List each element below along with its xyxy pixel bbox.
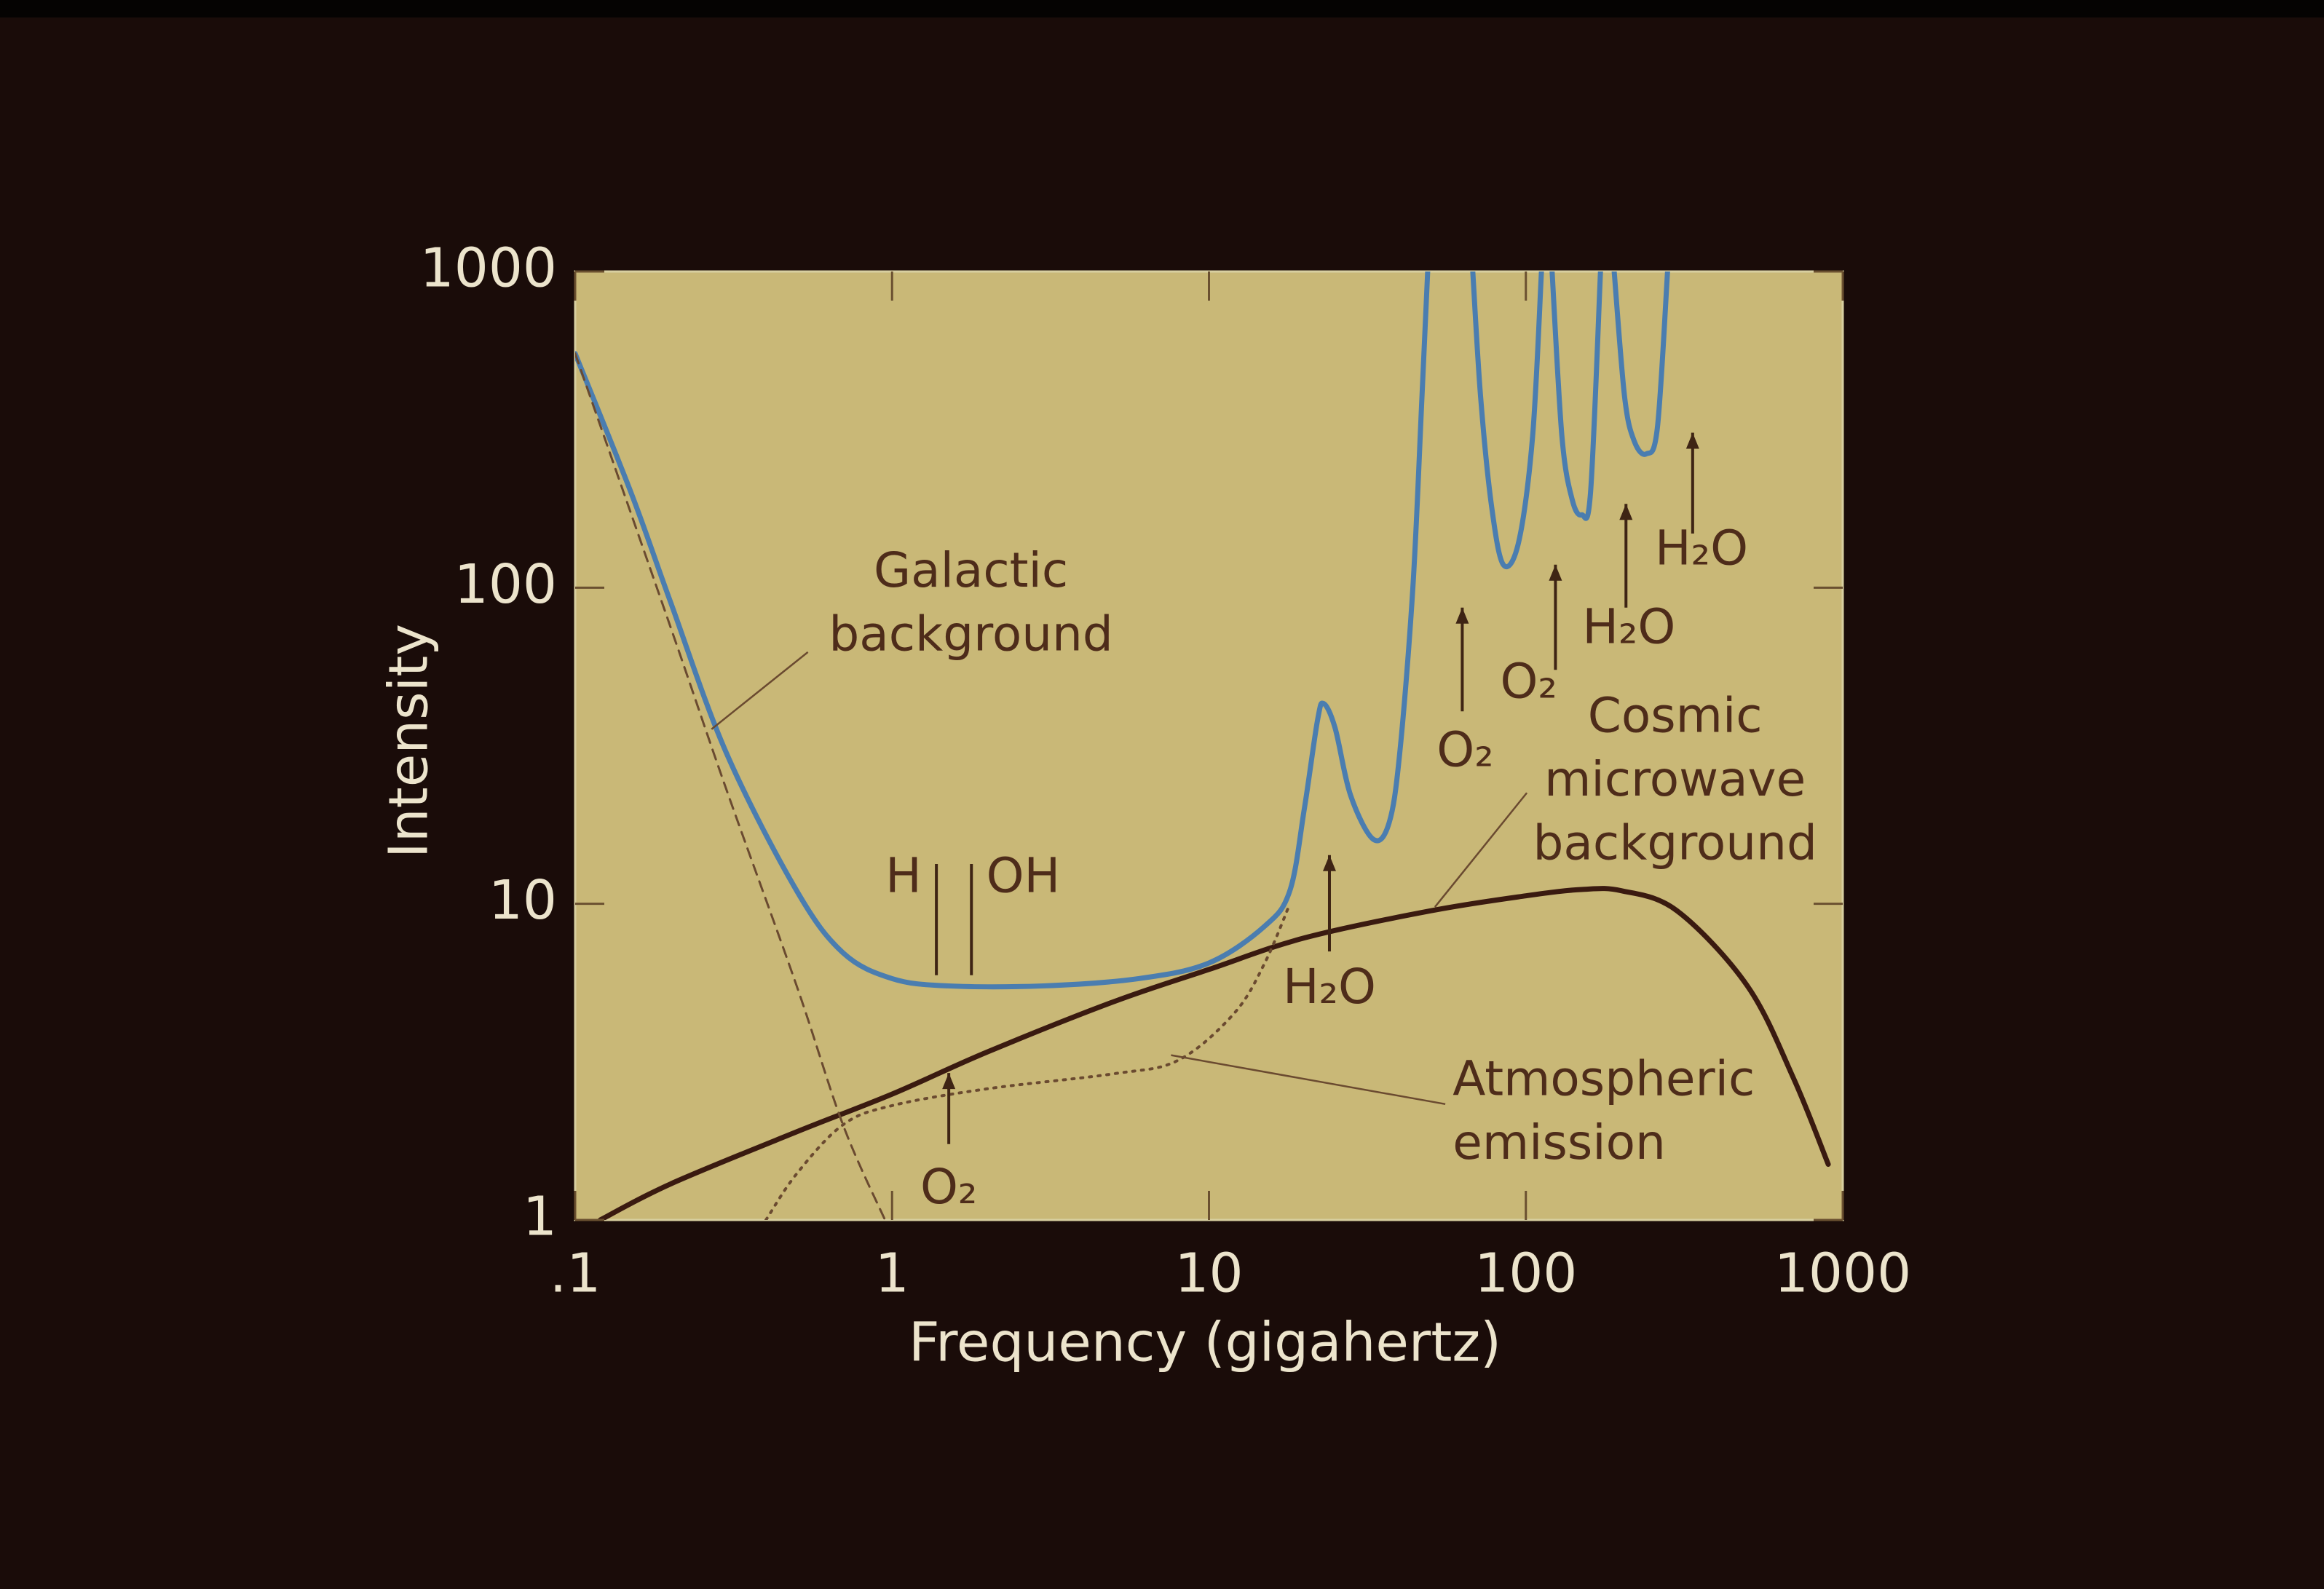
arrow-head [1619, 504, 1633, 520]
annotation: microwave [1544, 751, 1806, 807]
leader-line [1434, 792, 1528, 908]
arrow-head [1549, 564, 1562, 581]
marker-label: O₂ [1501, 654, 1557, 710]
annotation: background [1533, 815, 1817, 871]
arrow-head [1685, 432, 1699, 449]
annotation: background [829, 606, 1112, 662]
y-tick-label: 1000 [420, 237, 557, 300]
leader-line [1171, 1054, 1446, 1106]
x-tick-label: 10 [1174, 1243, 1243, 1305]
x-tick-label: 100 [1474, 1243, 1577, 1305]
marker-label: H₂O [1283, 959, 1376, 1015]
marker-label: O₂ [920, 1159, 977, 1215]
series-line [575, 272, 1670, 990]
series-line [764, 902, 1292, 1220]
x-tick-label: .1 [550, 1243, 601, 1305]
plot [575, 272, 1831, 1220]
top-strip [0, 0, 2324, 17]
arrow-head [1455, 607, 1469, 624]
marker-label: OH [987, 847, 1061, 903]
y-axis-label: Intensity [378, 624, 440, 858]
marker-label: H₂O [1582, 598, 1675, 654]
annotation: emission [1452, 1114, 1666, 1170]
x-axis-label: Frequency (gigahertz) [909, 1312, 1501, 1374]
series-line [597, 886, 1831, 1220]
annotation: Galactic [874, 542, 1068, 598]
y-tick-label: 10 [489, 869, 557, 932]
arrow-head [942, 1073, 956, 1090]
marker-label: O₂ [1436, 721, 1493, 777]
marker-label: H₂O [1655, 520, 1748, 576]
x-tick-label: 1 [875, 1243, 909, 1305]
marker-label: H [885, 847, 922, 903]
annotation: Cosmic [1588, 688, 1763, 744]
y-tick-label: 1 [523, 1186, 557, 1248]
annotation: Atmospheric [1452, 1050, 1755, 1106]
x-tick-label: 1000 [1774, 1243, 1911, 1305]
leader-line [711, 651, 809, 730]
series-line [575, 352, 887, 1220]
y-tick-label: 100 [454, 553, 557, 616]
arrow-head [1322, 855, 1336, 871]
